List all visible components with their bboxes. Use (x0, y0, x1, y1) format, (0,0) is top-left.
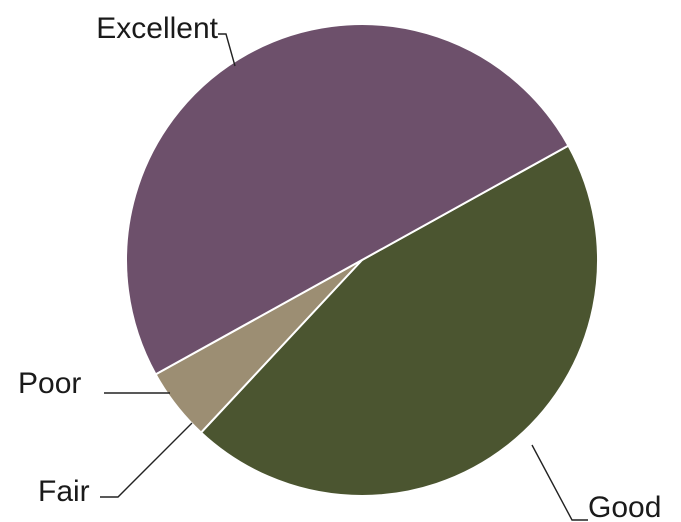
pie-slice-excellent (125, 23, 570, 376)
slice-label-fair: Fair (38, 475, 90, 508)
pie-slice-good (199, 144, 599, 498)
slice-label-good: Good (588, 491, 661, 522)
excellent-leader-line (218, 33, 236, 67)
slice-label-excellent: Excellent (96, 12, 218, 45)
pie-slices (125, 23, 599, 498)
fair-leader-line (100, 422, 193, 498)
slice-label-poor: Poor (18, 367, 81, 400)
good-leader-line (531, 444, 588, 521)
